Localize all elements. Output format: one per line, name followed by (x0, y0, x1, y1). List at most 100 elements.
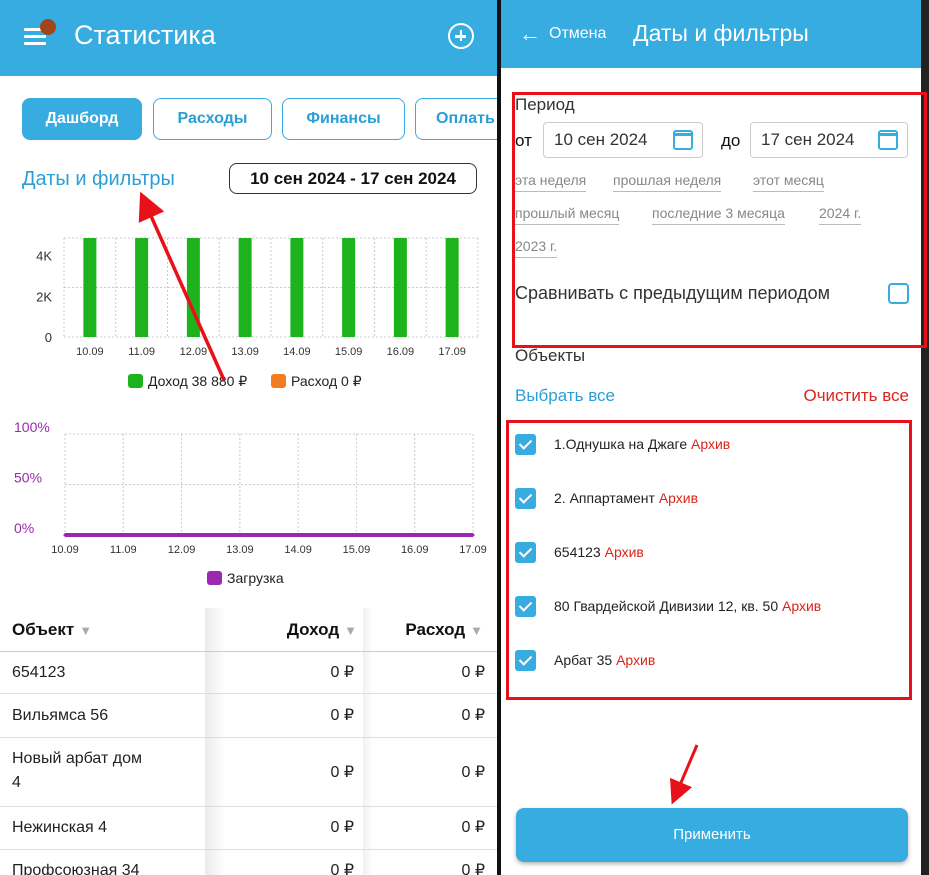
x-tick-label: 14.09 (283, 346, 311, 358)
checkbox-checked[interactable] (515, 434, 536, 455)
header-income[interactable]: Доход ▼ (286, 620, 357, 639)
apply-button[interactable]: Применить (516, 808, 908, 862)
y-tick-label: 2K (36, 289, 52, 304)
income-bar (83, 238, 97, 337)
archive-badge: Архив (782, 598, 822, 614)
calendar-icon[interactable] (878, 130, 898, 150)
income-bar (135, 238, 149, 337)
x-tick-label: 11.09 (110, 544, 137, 556)
legend-label-expense: Расход 0 ₽ (291, 373, 362, 389)
tab-finance[interactable]: Финансы (282, 98, 405, 140)
load-point (121, 533, 125, 537)
y-tick-label: 0 (45, 330, 52, 345)
objects-table: Объект ▼ Доход ▼ Расход ▼ 654123 0 ₽ 0 ₽ Ви… (0, 608, 497, 875)
x-tick-label: 16.09 (387, 346, 415, 358)
app-header: Статистика (0, 0, 497, 76)
quick-range-last-week[interactable]: прошлая неделя (613, 172, 722, 192)
legend-swatch-expense (271, 374, 286, 388)
income-bar (342, 238, 356, 337)
dates-filters-link[interactable]: Даты и фильтры (22, 168, 175, 190)
quick-range-last-month[interactable]: прошлый месяц (515, 205, 620, 225)
quick-range-this-month[interactable]: этот месяц (753, 172, 824, 192)
table-row[interactable]: Профсоюзная 34 0 ₽ 0 ₽ (0, 850, 497, 875)
checkbox-checked[interactable] (515, 596, 536, 617)
compare-checkbox[interactable] (888, 283, 909, 304)
header-object[interactable]: Объект ▼ (12, 620, 93, 639)
cell-expense: 0 ₽ (461, 764, 485, 781)
column-shadow (205, 608, 225, 875)
income-bar (393, 238, 407, 337)
cell-object: Профсоюзная 34 (12, 862, 140, 875)
tab-dashboard[interactable]: Дашборд (22, 98, 142, 140)
sort-icon: ▼ (344, 623, 357, 638)
screen-divider (497, 0, 501, 875)
filters-title: Даты и фильтры (633, 20, 809, 46)
x-tick-label: 16.09 (401, 544, 429, 556)
x-tick-label: 14.09 (284, 544, 312, 556)
income-bar (238, 238, 252, 337)
x-tick-label: 12.09 (180, 346, 208, 358)
table-row[interactable]: Вильямса 56 0 ₽ 0 ₽ (0, 694, 497, 738)
archive-badge: Архив (658, 490, 699, 506)
legend-swatch-load (207, 571, 222, 585)
income-expense-chart: 4K 2K 0 10.09 11.09 12.09 13.09 14.09 15.09 16.09… (36, 237, 479, 389)
object-name: 80 Гвардейской Дивизии 12, кв. 50 (554, 598, 779, 614)
income-bar (445, 238, 459, 337)
filters-header: ← Отмена Даты и фильтры (501, 0, 929, 68)
date-range-pill[interactable]: 10 сен 2024 - 17 сен 2024 (229, 163, 477, 194)
table-row[interactable]: 654123 0 ₽ 0 ₽ (0, 652, 497, 694)
legend-label-income: Доход 38 880 ₽ (148, 373, 247, 389)
load-chart: 100% 50% 0% 10.09 11.09 12.09 13.09 14.09 15.09 1… (14, 419, 487, 586)
back-arrow-icon[interactable]: ← (519, 21, 541, 46)
quick-range-2024[interactable]: 2024 г. (819, 205, 862, 225)
y-tick-label: 0% (14, 520, 34, 536)
cell-object: 654123 (12, 664, 66, 681)
archive-badge: Архив (616, 652, 656, 668)
column-shadow (363, 608, 373, 875)
income-bar (186, 238, 200, 337)
menu-icon[interactable] (24, 19, 56, 45)
table-row[interactable]: Новый арбат дом 4 0 ₽ 0 ₽ (0, 738, 497, 807)
page-title: Статистика (74, 20, 216, 50)
statistics-screen: Статистика Дашборд Расходы Финансы Оплат… (0, 0, 497, 875)
to-date-field[interactable]: 17 сен 2024 (750, 122, 908, 158)
checkbox-checked[interactable] (515, 542, 536, 563)
cell-income: 0 ₽ (330, 707, 354, 724)
calendar-icon[interactable] (673, 130, 693, 150)
load-point (471, 533, 475, 537)
load-point (63, 533, 67, 537)
quick-range-last-3-months[interactable]: последние 3 месяца (652, 205, 785, 225)
archive-badge: Архив (604, 544, 644, 560)
table-row[interactable]: Нежинская 4 0 ₽ 0 ₽ (0, 807, 497, 850)
from-date-field[interactable]: 10 сен 2024 (543, 122, 703, 158)
select-all-button[interactable]: Выбрать все (515, 386, 615, 405)
object-name: 1.Однушка на Джаге (554, 436, 688, 452)
object-name: 2. Аппартамент (554, 490, 655, 506)
table-header: Объект ▼ Доход ▼ Расход ▼ (0, 608, 497, 652)
x-tick-label: 15.09 (335, 346, 363, 358)
x-tick-label: 13.09 (231, 346, 259, 358)
object-name: 654123 (554, 544, 601, 560)
filters-screen: ← Отмена Даты и фильтры Период от 10 сен… (501, 0, 929, 875)
quick-range-this-week[interactable]: эта неделя (515, 172, 587, 192)
cell-object: Вильямса 56 (12, 707, 109, 724)
tab-expenses[interactable]: Расходы (153, 98, 272, 140)
clear-all-button[interactable]: Очистить все (803, 386, 909, 405)
cancel-button[interactable]: Отмена (549, 25, 607, 42)
x-tick-label: 11.09 (128, 346, 155, 358)
period-label: Период (515, 95, 575, 114)
archive-badge: Архив (691, 436, 731, 452)
checkbox-checked[interactable] (515, 488, 536, 509)
cell-income: 0 ₽ (330, 862, 354, 875)
legend-label-load: Загрузка (227, 570, 284, 586)
load-point (296, 533, 300, 537)
x-tick-label: 17.09 (438, 346, 466, 358)
to-label: до (721, 131, 741, 150)
tab-payments[interactable]: Оплать (415, 98, 497, 140)
checkbox-checked[interactable] (515, 650, 536, 671)
quick-range-2023[interactable]: 2023 г. (515, 238, 558, 258)
header-expense[interactable]: Расход ▼ (405, 620, 483, 639)
cell-income: 0 ₽ (330, 819, 354, 836)
add-icon[interactable] (448, 23, 474, 49)
